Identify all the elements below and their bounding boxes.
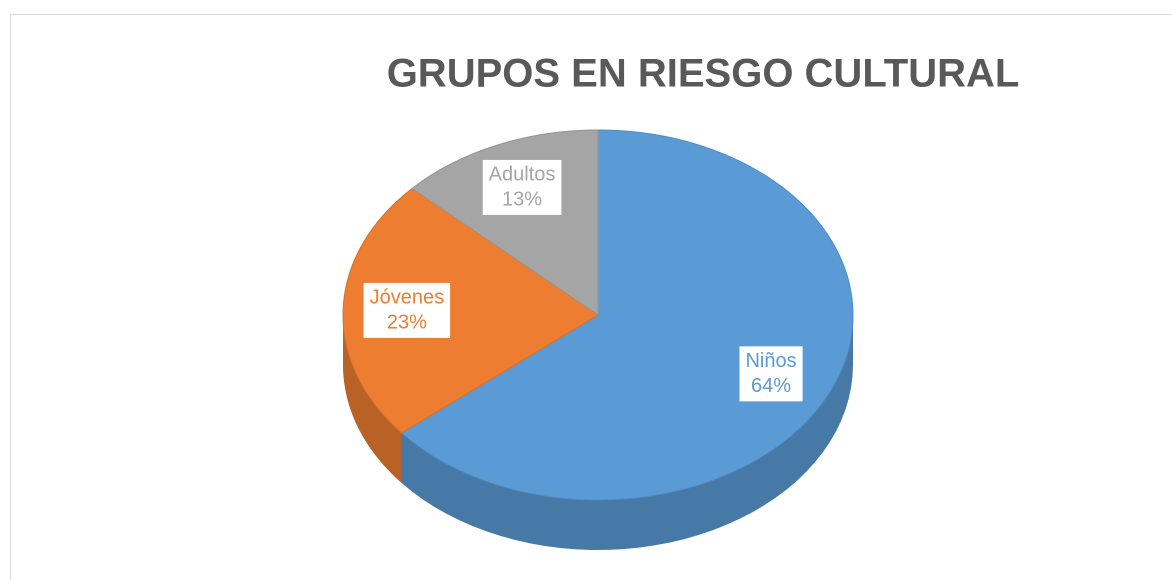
data-label-value: 64% xyxy=(751,375,791,397)
data-label-value: 13% xyxy=(502,189,542,211)
data-label-text: Adultos 13% xyxy=(489,164,556,211)
slice xyxy=(342,187,599,434)
data-label: Niños 64% xyxy=(739,346,803,402)
data-label-value: 23% xyxy=(387,312,427,334)
data-label-category: Jóvenes xyxy=(370,287,445,309)
data-label-box xyxy=(739,346,803,402)
slice-side xyxy=(343,315,402,483)
data-label-text: Jóvenes 23% xyxy=(370,287,445,334)
data-label: Jóvenes 23% xyxy=(363,282,451,338)
data-label-category: Niños xyxy=(745,350,796,372)
data-label-text: Niños 64% xyxy=(745,350,796,397)
data-label-box xyxy=(363,282,451,338)
data-label: Adultos 13% xyxy=(482,159,562,215)
slice xyxy=(400,129,854,501)
slice-side xyxy=(401,315,853,550)
data-label-category: Adultos xyxy=(489,164,556,186)
data-label-box xyxy=(482,159,562,215)
chart-title: GRUPOS EN RIESGO CULTURAL xyxy=(387,52,1020,96)
